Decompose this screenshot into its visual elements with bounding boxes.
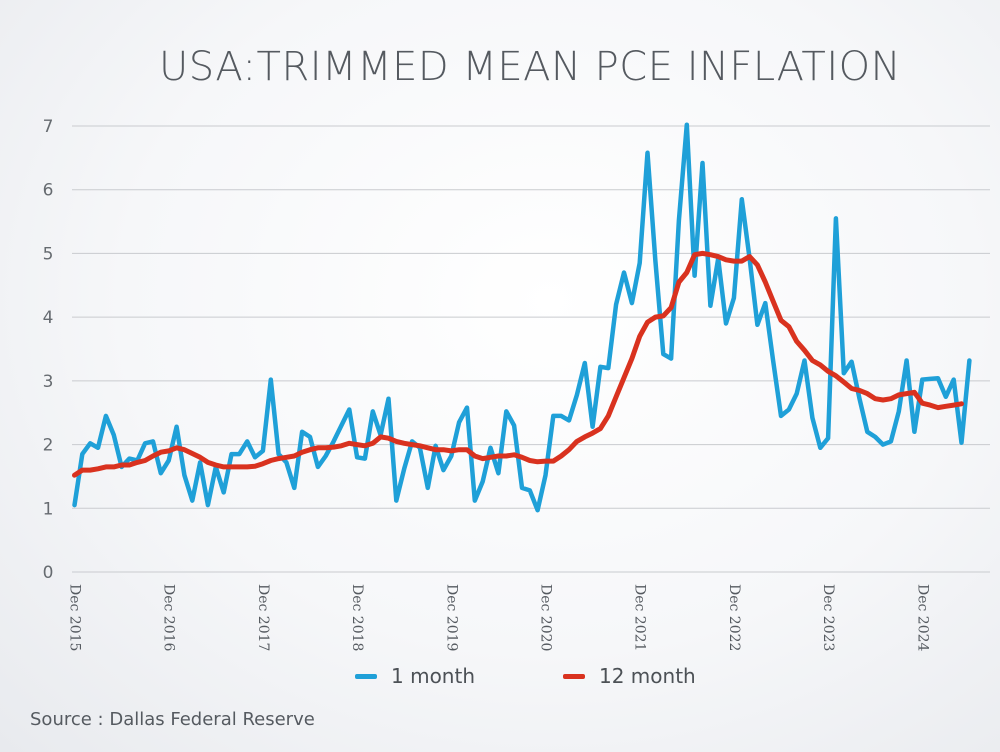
- x-tick-label: Dec 2016: [161, 584, 177, 652]
- legend-swatch-1-month: [355, 673, 377, 679]
- y-tick-label: 2: [43, 436, 54, 456]
- series-line-12-month: [72, 250, 964, 478]
- x-tick-label: Dec 2019: [443, 584, 459, 651]
- x-tick-label: Dec 2024: [914, 584, 930, 652]
- y-axis-ticks: 0 1 2 3 4 5 6 7: [43, 117, 54, 583]
- x-tick-label: Dec 2021: [632, 584, 648, 651]
- x-tick-label: Dec 2023: [820, 584, 836, 651]
- x-tick-label: Dec 2018: [349, 584, 365, 651]
- legend-item-12-month: 12 month: [563, 664, 696, 688]
- y-tick-label: 7: [43, 117, 54, 137]
- y-tick-label: 1: [43, 499, 54, 519]
- legend: 1 month 12 month: [355, 664, 696, 688]
- series-line-1-month: [72, 122, 972, 513]
- x-tick-label: Dec 2022: [726, 584, 742, 651]
- y-tick-label: 5: [43, 244, 54, 264]
- x-tick-label: Dec 2017: [255, 584, 271, 651]
- legend-swatch-12-month: [563, 673, 585, 679]
- legend-item-1-month: 1 month: [355, 664, 475, 688]
- x-axis-ticks: Dec 2015 Dec 2016 Dec 2017 Dec 2018 Dec 2019…: [67, 584, 931, 652]
- y-tick-label: 0: [43, 563, 54, 583]
- x-tick-label: Dec 2015: [67, 584, 83, 651]
- grid-lines: [72, 125, 990, 573]
- source-note: Source : Dallas Federal Reserve: [30, 709, 315, 730]
- legend-label-1-month: 1 month: [391, 664, 475, 688]
- legend-label-12-month: 12 month: [599, 664, 696, 688]
- series-lines: [72, 122, 972, 513]
- x-tick-label: Dec 2020: [538, 584, 554, 651]
- y-tick-label: 4: [43, 308, 54, 328]
- chart-title: USA:TRIMMED MEAN PCE INFLATION: [158, 44, 902, 90]
- y-tick-label: 3: [43, 372, 54, 392]
- y-tick-label: 6: [43, 181, 54, 201]
